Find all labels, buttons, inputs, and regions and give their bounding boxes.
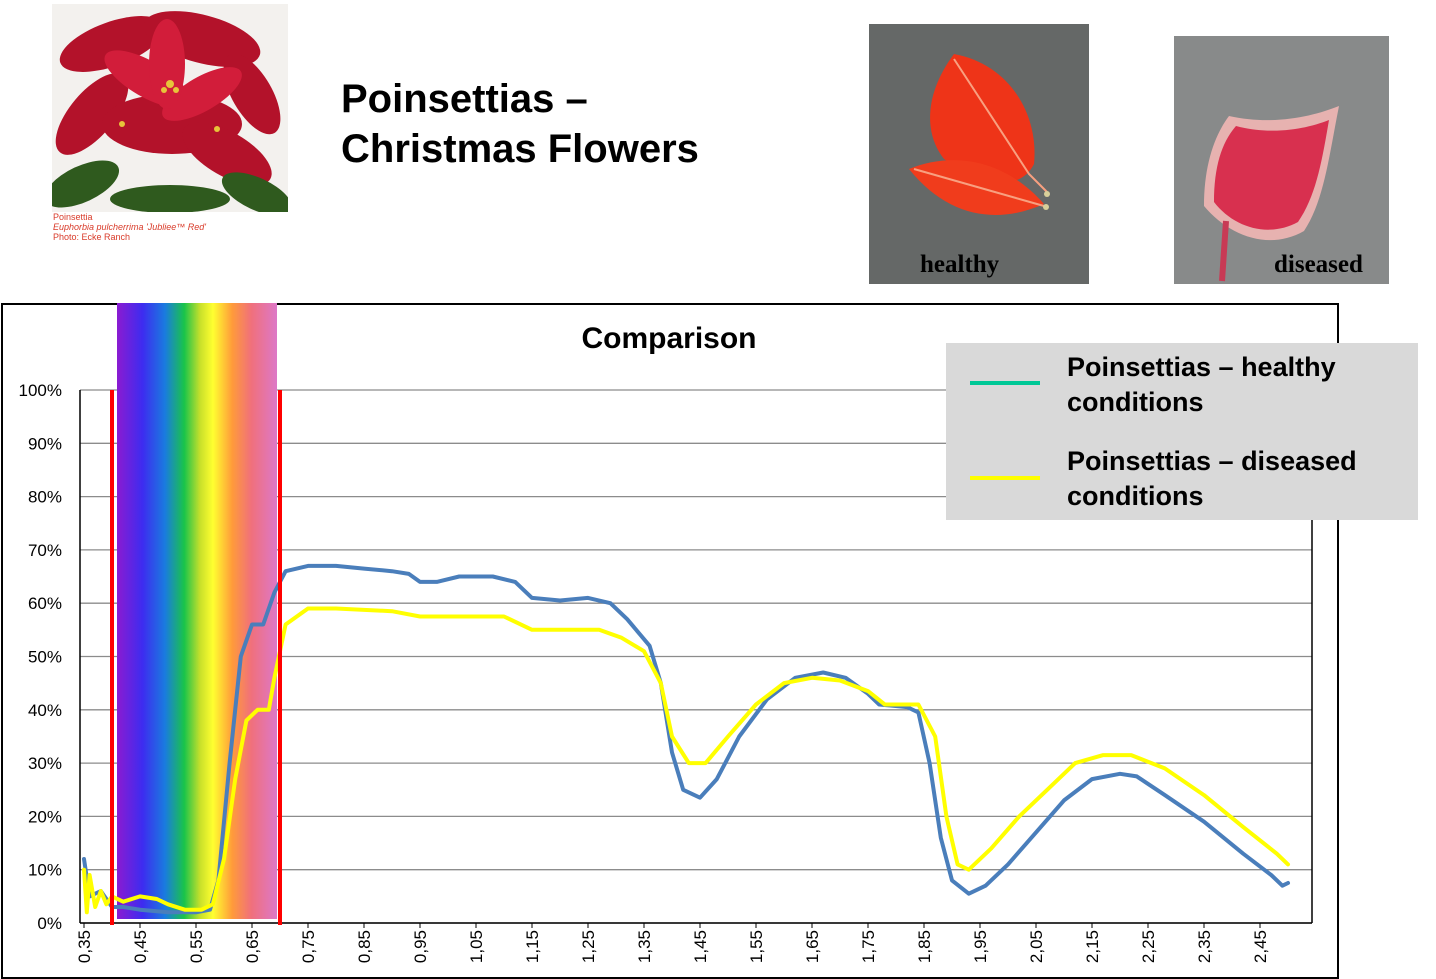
x-tick-label: 1,25 (579, 930, 598, 963)
x-tick-label: 1,05 (467, 930, 486, 963)
photo-caption-line-3: Photo: Ecke Ranch (53, 232, 131, 242)
x-tick-label: 0,35 (75, 930, 94, 963)
x-tick-label: 1,85 (915, 930, 934, 963)
diseased-label: diseased (1274, 251, 1363, 278)
page-title-line-1: Poinsettias – (341, 77, 588, 121)
series-line-healthy (82, 563, 1290, 915)
photo-caption-line-1: Poinsettia (53, 212, 93, 222)
y-tick-label: 60% (28, 594, 62, 613)
y-tick-label: 90% (28, 434, 62, 453)
x-tick-label: 2,45 (1251, 930, 1270, 963)
poinsettia-photo (52, 4, 288, 212)
page-title-line-2: Christmas Flowers (341, 127, 699, 171)
y-tick-label: 30% (28, 754, 62, 773)
chart-title: Comparison (581, 322, 757, 355)
x-tick-label: 0,55 (187, 930, 206, 963)
x-tick-label: 2,15 (1083, 930, 1102, 963)
visible-spectrum-band (117, 303, 277, 919)
series-line-diseased (82, 606, 1290, 915)
legend-swatch-healthy (970, 381, 1040, 385)
x-tick-label: 1,45 (691, 930, 710, 963)
x-tick-label: 0,85 (355, 930, 374, 963)
y-tick-label: 50% (28, 648, 62, 667)
x-tick-label: 2,05 (1027, 930, 1046, 963)
y-tick-label: 80% (28, 488, 62, 507)
chart-legend: Poinsettias – healthy conditions Poinset… (946, 343, 1418, 520)
page-title: Poinsettias – Christmas Flowers (341, 74, 699, 174)
x-tick-label: 0,65 (243, 930, 262, 963)
y-tick-label: 0% (37, 914, 62, 933)
y-tick-label: 10% (28, 861, 62, 880)
x-tick-label: 2,25 (1139, 930, 1158, 963)
y-tick-label: 70% (28, 541, 62, 560)
legend-swatch-diseased (970, 476, 1040, 480)
x-tick-label: 2,35 (1195, 930, 1214, 963)
x-tick-label: 1,55 (747, 930, 766, 963)
x-tick-label: 1,75 (859, 930, 878, 963)
x-tick-label: 1,95 (971, 930, 990, 963)
diseased-leaf-photo: diseased (1174, 36, 1389, 284)
x-tick-label: 0,45 (131, 930, 150, 963)
x-tick-label: 1,15 (523, 930, 542, 963)
x-tick-label: 0,95 (411, 930, 430, 963)
y-tick-label: 40% (28, 701, 62, 720)
y-tick-label: 100% (19, 381, 62, 400)
healthy-leaf-photo: healthy (869, 24, 1089, 284)
legend-label-healthy: Poinsettias – healthy conditions (1067, 352, 1336, 417)
x-tick-label: 1,65 (803, 930, 822, 963)
photo-caption-line-2: Euphorbia pulcherrima 'Jubliee™ Red' (53, 222, 207, 232)
x-tick-label: 0,75 (299, 930, 318, 963)
legend-label-diseased: Poinsettias – diseased conditions (1067, 446, 1357, 511)
healthy-label: healthy (920, 251, 1000, 278)
x-tick-label: 1,35 (635, 930, 654, 963)
y-tick-label: 20% (28, 807, 62, 826)
